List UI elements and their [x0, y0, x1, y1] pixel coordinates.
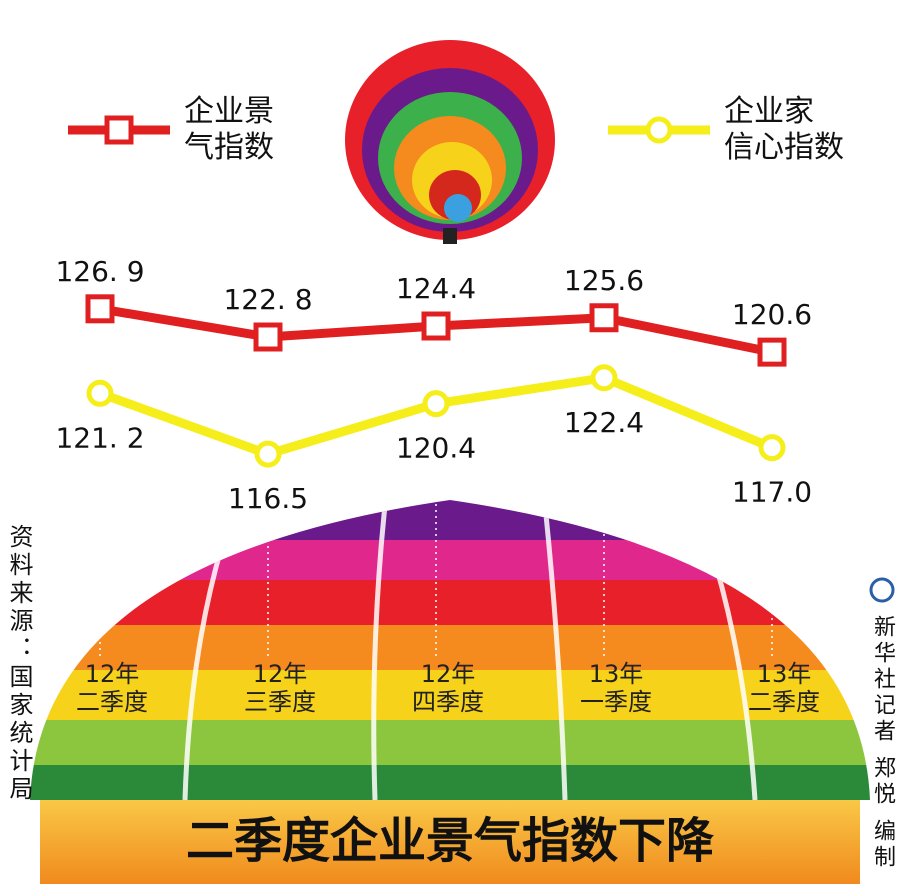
marker: [590, 364, 618, 392]
value-label: 126. 9: [55, 255, 144, 288]
legend-marker: [104, 115, 134, 145]
marker: [421, 311, 451, 341]
value-label: 116.5: [228, 482, 308, 515]
marker: [422, 390, 450, 418]
value-label: 122.4: [564, 406, 644, 439]
credit: 新华社记者 郑悦 编制: [870, 615, 896, 871]
x-tick-label: 12年二季度: [76, 660, 148, 716]
value-label: 120.6: [732, 298, 812, 331]
balloon-dome: [30, 500, 870, 800]
legend-label: 企业景气指数: [184, 94, 274, 165]
title-bar: [40, 800, 860, 884]
value-label: 120.4: [396, 432, 476, 465]
x-tick-label: 12年三季度: [244, 660, 316, 716]
chart-title: 二季度企业景气指数下降: [186, 813, 715, 869]
plot: 12年二季度 12年三季度 12年四季度 13年一季度 13年二季度 126. 9 122.…: [55, 94, 844, 717]
marker: [757, 337, 787, 367]
legend-label: 企业家信心指数: [724, 94, 844, 165]
x-tick-label: 13年一季度: [580, 660, 652, 716]
value-label: 121. 2: [55, 421, 144, 454]
marker: [254, 440, 282, 468]
legend-marker: [645, 116, 673, 144]
logo: [869, 577, 895, 603]
balloon-top: [345, 40, 555, 244]
value-label: 125.6: [564, 264, 644, 297]
marker: [85, 294, 115, 324]
marker: [253, 322, 283, 352]
marker: [589, 303, 619, 333]
x-tick-label: 13年二季度: [748, 660, 820, 716]
source: 资料来源：国家统计局: [5, 524, 33, 804]
value-label: 124.4: [396, 272, 476, 305]
x-tick-label: 12年四季度: [412, 660, 484, 716]
value-label: 117.0: [732, 476, 812, 509]
value-label: 122. 8: [223, 283, 312, 316]
marker: [86, 379, 114, 407]
marker: [758, 434, 786, 462]
